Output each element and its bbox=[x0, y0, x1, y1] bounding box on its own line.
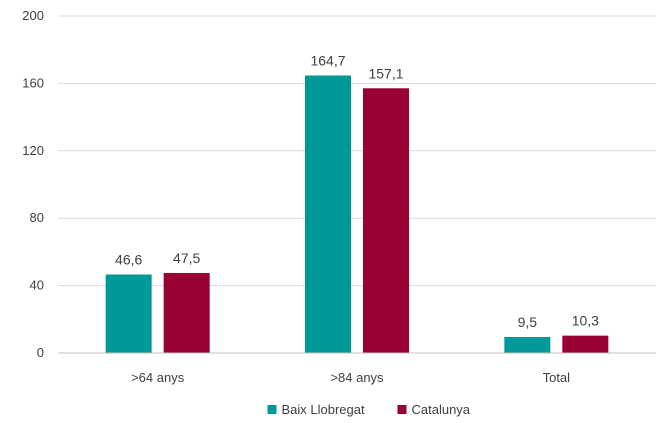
x-axis-category-labels: >64 anys >84 anys Total bbox=[131, 370, 570, 385]
y-tick-label-40: 40 bbox=[30, 278, 44, 293]
bar-0-1 bbox=[305, 75, 351, 353]
bar-0-0 bbox=[105, 274, 152, 353]
data-label-1-0: 47,5 bbox=[173, 250, 200, 266]
legend-swatch-1 bbox=[397, 405, 407, 414]
x-category-label-0: >64 anys bbox=[131, 370, 185, 385]
data-label-0-0: 46,6 bbox=[115, 251, 142, 267]
y-axis-ticks: 0 40 80 120 160 200 bbox=[22, 8, 44, 360]
bar-0-2 bbox=[504, 336, 551, 353]
y-tick-label-160: 160 bbox=[22, 75, 44, 90]
data-label-0-2: 9,5 bbox=[518, 314, 538, 330]
x-category-label-1: >84 anys bbox=[330, 370, 384, 385]
legend-label-0: Baix Llobregat bbox=[282, 402, 365, 417]
data-labels: 46,6 47,5 164,7 157,1 9,5 10,3 bbox=[115, 52, 599, 330]
x-category-label-2: Total bbox=[543, 370, 571, 385]
bar-1-2 bbox=[562, 335, 609, 353]
bar-1-1 bbox=[363, 88, 409, 353]
y-tick-label-80: 80 bbox=[30, 210, 44, 225]
gridlines bbox=[58, 15, 656, 287]
bar-1-0 bbox=[163, 272, 210, 353]
y-tick-label-120: 120 bbox=[22, 143, 44, 158]
legend-label-1: Catalunya bbox=[412, 402, 471, 417]
data-label-1-2: 10,3 bbox=[572, 313, 599, 329]
y-tick-label-200: 200 bbox=[22, 8, 44, 23]
legend-swatch-0 bbox=[267, 405, 277, 414]
data-label-1-1: 157,1 bbox=[368, 65, 403, 81]
legend: Baix Llobregat Catalunya bbox=[267, 402, 471, 417]
data-label-0-1: 164,7 bbox=[310, 52, 345, 68]
y-tick-label-0: 0 bbox=[37, 345, 44, 360]
bars bbox=[105, 75, 609, 353]
